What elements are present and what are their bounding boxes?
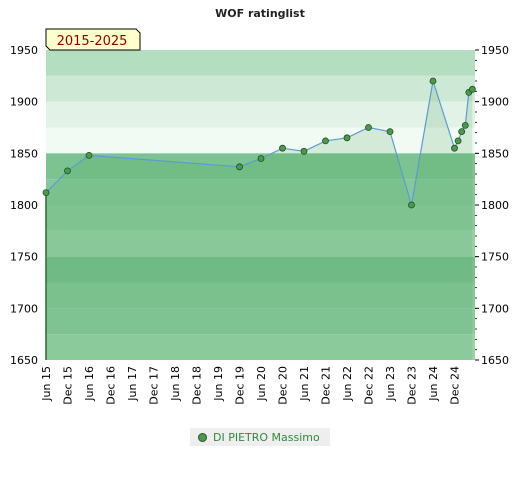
y-tick-label-left: 1800 [10,199,38,212]
background-band [46,256,475,283]
data-point [279,144,286,152]
y-tick-label-right: 1650 [481,354,509,367]
data-point [454,137,462,145]
data-point [461,122,469,129]
x-tick-label: Jun 22 [341,366,354,402]
background-band [46,179,475,205]
x-tick-label: Dec 23 [406,366,419,405]
x-tick-label: Jun 20 [255,366,268,402]
legend-marker [198,432,207,442]
chart-title: WOF ratinglist [215,7,305,20]
range-badge-box [45,28,141,51]
x-tick-label: Jun 24 [427,366,440,402]
data-point [386,128,394,136]
background-band [46,205,475,231]
background-band [46,101,475,128]
data-point [458,128,466,136]
x-tick-label: Dec 19 [234,366,247,405]
y-tick-label-left: 1950 [10,44,38,57]
x-tick-label: Jun 19 [212,366,225,402]
y-tick-label-right: 1850 [481,147,509,160]
x-tick-label: Dec 21 [320,366,333,405]
x-tick-label: Dec 15 [62,366,75,405]
x-tick-label: Dec 17 [148,366,161,405]
data-point [322,137,329,145]
data-point [365,124,372,131]
background-band [46,282,475,309]
legend: DI PIETRO Massimo [190,428,330,446]
data-point [42,189,50,197]
x-tick-label: Dec 20 [277,366,290,405]
y-tick-label-right: 1700 [481,302,509,315]
background-band [46,75,475,102]
background-band [46,334,475,360]
data-point [300,147,308,155]
background-band [46,50,475,76]
y-tick-label-right: 1800 [481,199,509,212]
x-tick-label: Dec 24 [449,366,462,405]
y-tick-label-left: 1650 [10,354,38,367]
data-point [429,77,437,85]
x-tick-label: Dec 18 [191,366,204,405]
legend-label: DI PIETRO Massimo [213,430,320,444]
background-band [46,308,475,335]
x-tick-label: Jun 16 [83,366,96,402]
y-tick-label-right: 1900 [481,96,509,109]
y-tick-label-left: 1850 [10,147,38,160]
background-band [46,127,475,154]
data-point [85,151,93,159]
y-tick-label-right: 1750 [481,251,509,264]
data-point [451,144,458,152]
x-tick-label: Jun 23 [384,366,397,402]
x-tick-label: Jun 17 [126,366,139,402]
y-tick-label-left: 1900 [10,96,38,109]
data-point [64,167,71,175]
range-badge-label: 2015-2025 [57,34,128,49]
x-tick-label: Jun 18 [169,366,182,402]
y-tick-label-left: 1700 [10,302,38,315]
x-tick-label: Jun 15 [40,366,53,402]
y-tick-label-left: 1750 [10,251,38,264]
data-point [408,201,415,209]
background-band [46,230,475,257]
data-point [236,163,243,171]
x-tick-label: Jun 21 [298,366,311,402]
x-tick-label: Dec 22 [363,366,376,405]
series-area [46,81,473,360]
data-point [257,155,265,162]
x-tick-label: Dec 16 [105,366,118,405]
data-point [468,85,476,93]
data-point [343,134,351,142]
y-tick-label-right: 1950 [481,44,509,57]
